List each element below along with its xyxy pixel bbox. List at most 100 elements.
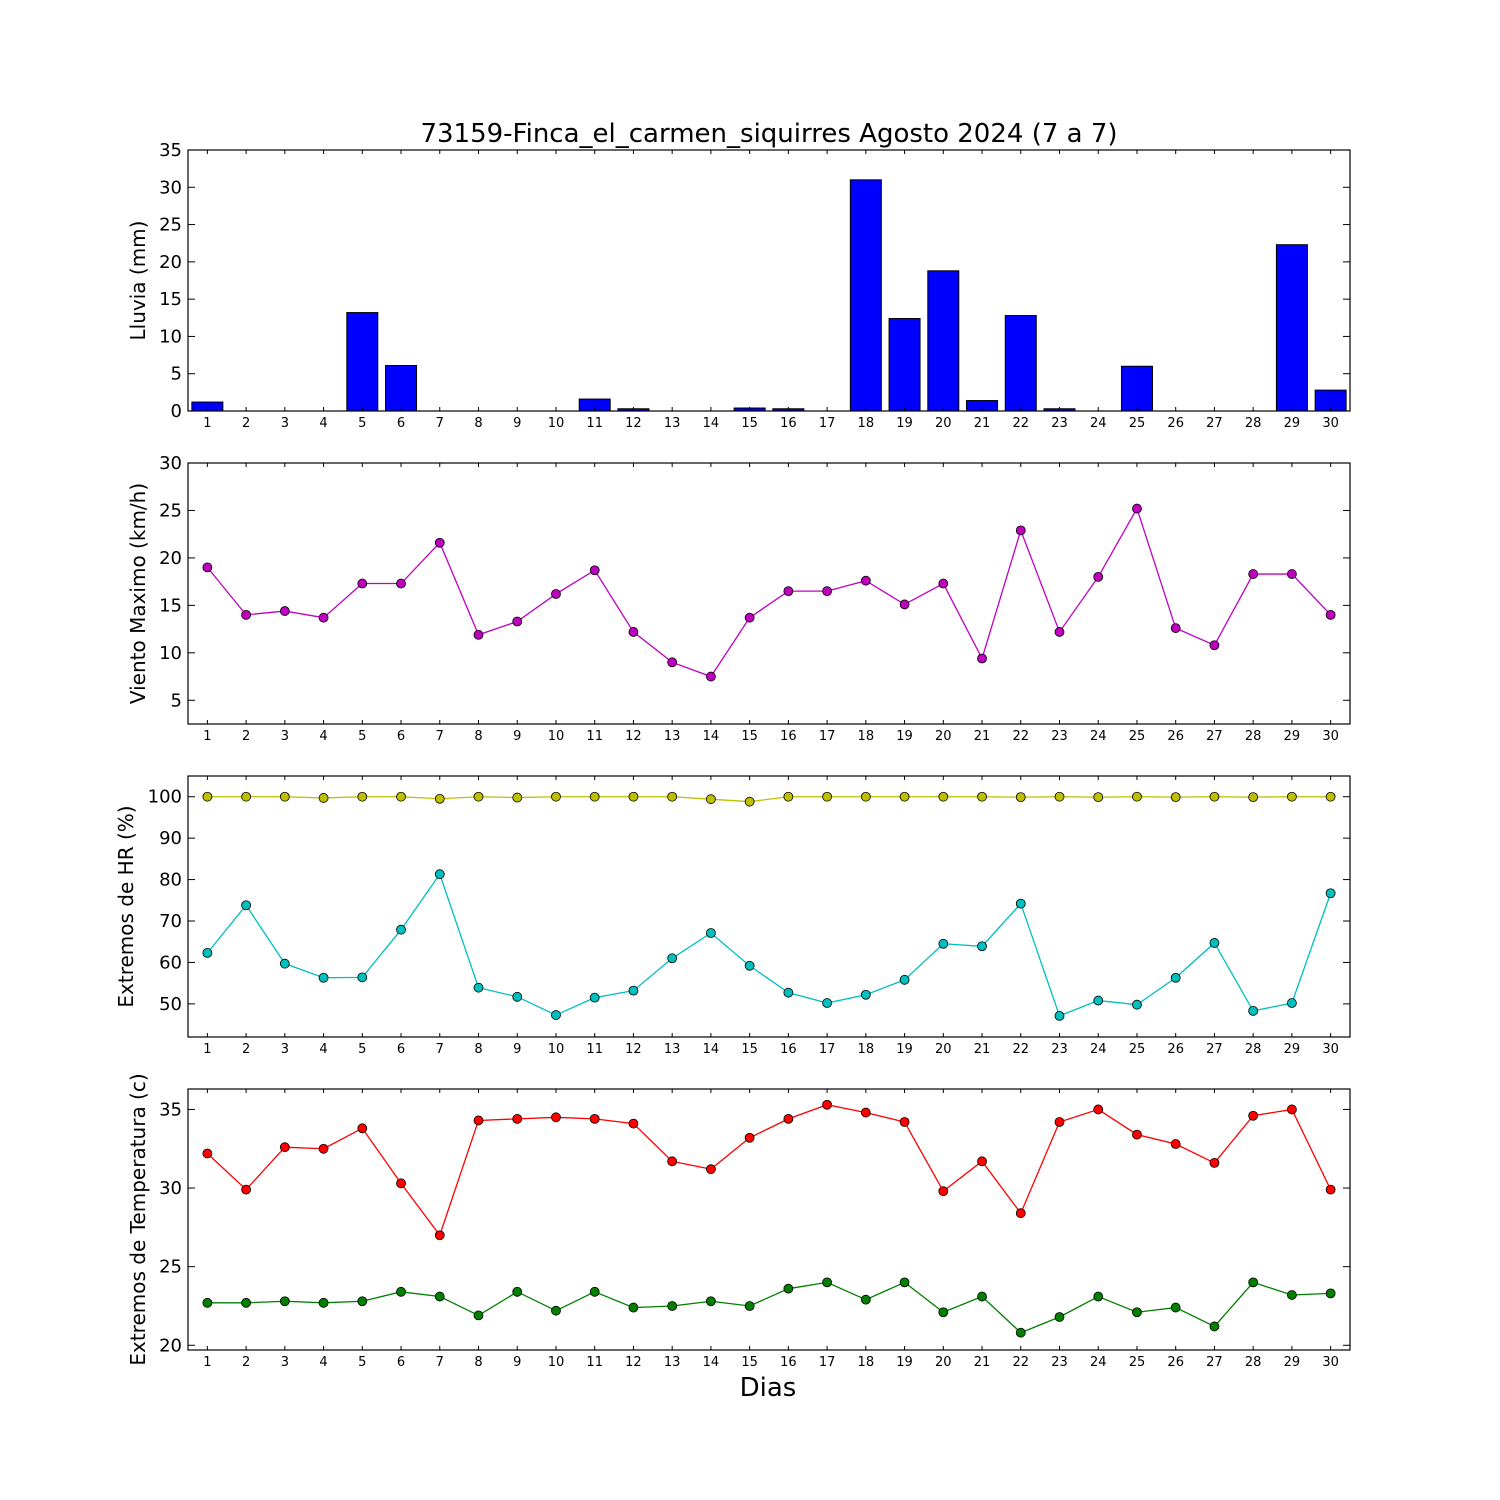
y-tick-label: 35	[159, 1099, 182, 1120]
x-tick-label: 25	[1129, 729, 1146, 744]
x-tick-label: 6	[397, 1355, 405, 1370]
x-tick-label: 19	[896, 416, 913, 431]
x-tick-label: 12	[625, 1042, 642, 1057]
x-tick-label: 18	[858, 1355, 875, 1370]
data-point	[1132, 791, 1142, 802]
x-tick-label: 23	[1051, 729, 1068, 744]
data-point	[396, 924, 406, 935]
x-tick-label: 18	[858, 1042, 875, 1057]
data-point	[938, 938, 949, 949]
y-axis-label: Extremos de HR (%)	[114, 805, 138, 1007]
data-point	[977, 791, 987, 802]
x-tick-label: 9	[513, 1042, 521, 1057]
data-point	[202, 791, 213, 802]
axes-frame	[187, 149, 1351, 412]
x-tick-label: 26	[1167, 729, 1184, 744]
data-point	[899, 599, 910, 610]
data-point	[628, 1118, 639, 1129]
x-tick-label: 14	[703, 1042, 720, 1057]
x-tick-label: 30	[1322, 1355, 1339, 1370]
data-point	[1170, 792, 1181, 803]
data-point	[977, 1291, 987, 1302]
data-point	[551, 1112, 561, 1123]
x-tick-label: 29	[1284, 729, 1301, 744]
data-point	[589, 791, 600, 802]
data-point	[1248, 792, 1259, 803]
y-tick-label: 5	[171, 364, 182, 385]
data-point	[783, 791, 794, 802]
data-point	[434, 869, 445, 880]
data-point	[783, 586, 794, 597]
chart-panel-1: 73159-Finca_el_carmen_siquirres Agosto 2…	[126, 119, 1351, 431]
x-tick-label: 21	[974, 1042, 991, 1057]
x-tick-label: 10	[548, 729, 565, 744]
data-point	[434, 1230, 445, 1241]
x-tick-label: 2	[242, 416, 250, 431]
data-point	[318, 972, 329, 983]
data-point	[783, 1283, 794, 1294]
x-tick-label: 6	[397, 416, 405, 431]
data-point	[783, 987, 794, 998]
x-tick-label: 1	[203, 416, 211, 431]
data-point	[1015, 525, 1026, 536]
x-tick-label: 14	[703, 1355, 720, 1370]
data-point	[551, 1010, 561, 1020]
data-point	[1093, 571, 1104, 582]
data-point	[202, 1297, 213, 1308]
x-tick-label: 27	[1206, 1355, 1223, 1370]
data-point	[706, 1296, 716, 1307]
data-point	[318, 612, 329, 623]
x-tick-label: 17	[819, 1042, 836, 1057]
y-tick-label: 25	[159, 500, 182, 521]
data-point	[628, 985, 639, 996]
data-point	[1209, 1157, 1220, 1168]
data-point	[357, 791, 368, 802]
data-point	[434, 537, 445, 548]
data-point	[318, 1297, 329, 1308]
data-point	[1287, 569, 1297, 579]
x-tick-label: 21	[974, 1355, 991, 1370]
series-line-2	[206, 872, 1332, 1017]
bar	[849, 179, 882, 412]
data-point	[667, 1156, 678, 1167]
x-tick-label: 3	[281, 729, 289, 744]
data-point	[860, 1107, 871, 1118]
bar	[1120, 365, 1153, 412]
data-point	[667, 791, 678, 802]
data-point	[938, 578, 949, 589]
x-tick-label: 22	[1012, 416, 1029, 431]
y-tick-label: 30	[159, 1178, 182, 1199]
bar	[1275, 244, 1308, 412]
data-point	[279, 1296, 290, 1307]
data-point	[1093, 792, 1104, 803]
data-point	[1325, 1288, 1336, 1299]
data-point	[1170, 623, 1181, 634]
data-point	[706, 794, 716, 805]
x-tick-label: 18	[858, 729, 875, 744]
data-point	[1325, 791, 1336, 802]
x-tick-label: 10	[548, 1042, 565, 1057]
x-tick-label: 1	[203, 1355, 211, 1370]
data-point	[1132, 999, 1142, 1010]
x-tick-label: 10	[548, 1355, 565, 1370]
data-point	[667, 657, 678, 668]
x-tick-label: 25	[1129, 1042, 1146, 1057]
x-tick-label: 8	[474, 416, 482, 431]
x-axis-label: Dias	[740, 1373, 797, 1403]
y-axis-label: Viento Maximo (km/h)	[126, 483, 150, 704]
data-point	[1170, 1139, 1181, 1149]
x-tick-label: 20	[935, 1355, 952, 1370]
x-tick-label: 24	[1090, 1355, 1107, 1370]
data-point	[1248, 1277, 1259, 1288]
y-tick-label: 10	[159, 643, 182, 664]
x-tick-label: 25	[1129, 416, 1146, 431]
data-point	[1209, 1321, 1220, 1332]
data-point	[899, 1117, 910, 1127]
x-tick-label: 4	[319, 416, 327, 431]
x-tick-label: 4	[319, 1042, 327, 1057]
data-point	[899, 974, 910, 985]
x-tick-label: 19	[896, 1042, 913, 1057]
axes-frame	[187, 1088, 1351, 1351]
